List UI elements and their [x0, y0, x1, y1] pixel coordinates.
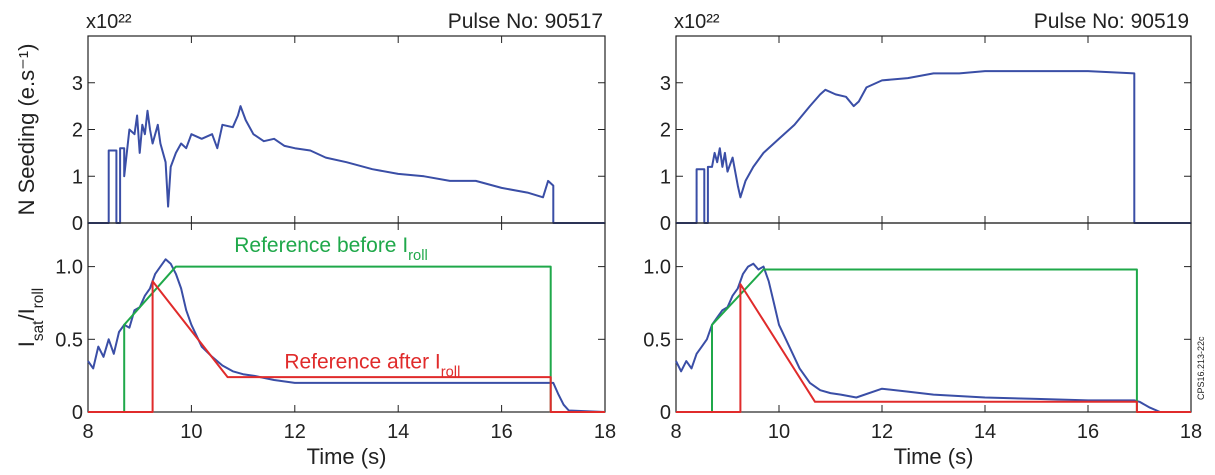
x-axis-label: Time (s) [894, 444, 974, 469]
series-reference_before-line [676, 268, 1191, 413]
pulse-number-label: Pulse No: 90517 [448, 10, 603, 33]
y-multiplier-label: x10²² [674, 11, 720, 33]
series-nitrogen-seeding-line [88, 105, 605, 224]
y-tick-label: 0 [72, 213, 83, 235]
x-tick-label: 10 [768, 421, 790, 443]
series-reference_after-line [676, 283, 1191, 413]
panel-bottom-right: 8 10 12 14 16 18 0 0.5 1.0 Time (s) [643, 222, 1202, 469]
x-tick-label: 16 [490, 421, 512, 443]
y-multiplier-label: x10²² [86, 11, 132, 33]
x-tick-label: 18 [1180, 421, 1202, 443]
y-tick-label: 2 [660, 120, 671, 142]
annotation-sub: roll [441, 364, 461, 380]
plot-frame [87, 35, 606, 224]
annotation-text: Reference before I [234, 234, 408, 257]
y-tick-label: 3 [660, 73, 671, 95]
x-axis-label: Time (s) [307, 444, 387, 469]
y-tick-label: 1 [72, 166, 83, 188]
y-axis-label: N Seeding (e.s⁻¹) [14, 44, 39, 216]
x-tick-label: 8 [670, 421, 681, 443]
panel-top-left: 0 1 2 3 x10²² Pulse No: 90517 N Seeding (e.s⁻¹… [14, 10, 606, 235]
series-reference_before-line [88, 265, 605, 413]
series-reference_after-line [88, 280, 605, 413]
y-tick-label: 0 [72, 402, 83, 424]
plot-frame [675, 222, 1192, 413]
x-tick-label: 12 [871, 421, 893, 443]
y-tick-label: 0 [660, 213, 671, 235]
y-tick-label: 1.0 [55, 257, 83, 279]
x-tick-label: 16 [1077, 421, 1099, 443]
credit-label: CPS16.213-22c [1196, 336, 1206, 400]
y-axis-label-part: /I [14, 308, 39, 320]
reference-before-annotation: Reference before Iroll [234, 234, 428, 264]
series-measured-line [675, 262, 1191, 413]
y-axis-label: Isat/Iroll [14, 288, 47, 347]
y-tick-label: 1.0 [643, 257, 671, 279]
x-tick-label: 14 [974, 421, 996, 443]
x-tick-label: 18 [594, 421, 616, 443]
annotation-sub: roll [408, 248, 428, 264]
y-tick-label: 3 [72, 73, 83, 95]
y-tick-label: 1 [660, 166, 671, 188]
x-tick-label: 8 [82, 421, 93, 443]
y-axis-label-part: I [14, 341, 39, 347]
y-tick-label: 2 [72, 120, 83, 142]
x-tick-label: 14 [387, 421, 409, 443]
x-tick-label: 10 [180, 421, 202, 443]
plot-frame [675, 35, 1192, 224]
y-tick-label: 0.5 [55, 329, 83, 351]
plot-frame [87, 222, 606, 413]
series-measured-line [87, 258, 606, 413]
panel-top-right: 0 1 2 3 x10²² Pulse No: 90519 [660, 10, 1192, 235]
annotation-text: Reference after I [284, 350, 440, 373]
y-tick-label: 0 [660, 402, 671, 424]
y-tick-label: 0.5 [643, 329, 671, 351]
y-axis-label-sub: roll [30, 288, 47, 309]
y-axis-label-sub: sat [30, 320, 47, 341]
reference-after-annotation: Reference after Iroll [284, 350, 460, 380]
series-nitrogen-seeding-line [676, 70, 1191, 224]
pulse-number-label: Pulse No: 90519 [1034, 10, 1189, 33]
x-tick-label: 12 [284, 421, 306, 443]
